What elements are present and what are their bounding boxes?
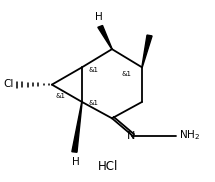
Text: H: H — [72, 157, 79, 167]
Polygon shape — [72, 102, 82, 152]
Text: &1: &1 — [88, 100, 98, 106]
Text: H: H — [95, 12, 103, 22]
Polygon shape — [142, 35, 152, 67]
Text: &1: &1 — [55, 94, 65, 99]
Text: N: N — [127, 131, 135, 141]
Text: Cl: Cl — [3, 79, 13, 89]
Text: &1: &1 — [88, 67, 98, 73]
Polygon shape — [98, 25, 112, 49]
Text: HCl: HCl — [97, 160, 118, 173]
Text: &1: &1 — [122, 71, 132, 77]
Text: NH$_2$: NH$_2$ — [178, 129, 200, 143]
